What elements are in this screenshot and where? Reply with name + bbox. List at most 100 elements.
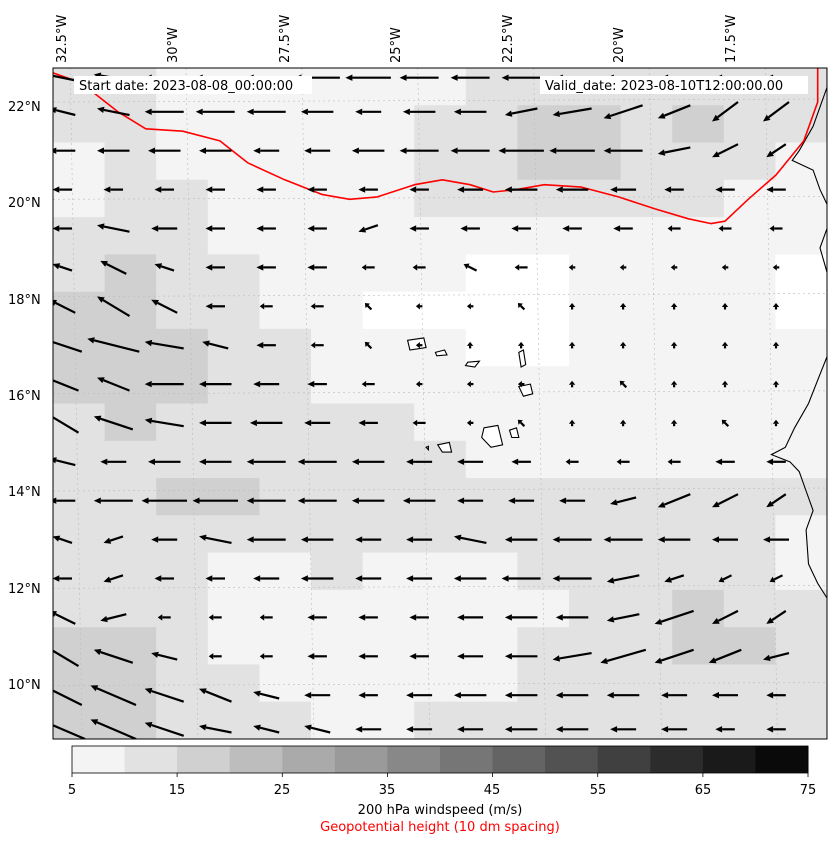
colorbar-swatch xyxy=(177,746,231,773)
windspeed-cell xyxy=(362,68,415,106)
windspeed-cell xyxy=(156,291,209,330)
windspeed-cell xyxy=(672,105,725,144)
windspeed-cell xyxy=(672,366,725,405)
windspeed-cell xyxy=(156,552,209,591)
lon-label: 25°W xyxy=(389,27,404,63)
wind-arrow xyxy=(307,614,327,621)
windspeed-cell xyxy=(53,627,106,666)
wind-arrow xyxy=(453,108,487,115)
wind-arrow-head xyxy=(310,303,316,310)
windspeed-cell xyxy=(311,627,364,666)
wind-arrow-head xyxy=(457,497,465,504)
wind-arrow xyxy=(501,74,541,81)
geopotential-contour-line xyxy=(53,68,819,225)
wind-arrow-head xyxy=(355,726,363,733)
wind-arrow xyxy=(253,147,280,154)
wind-arrow xyxy=(253,380,280,388)
wind-arrow xyxy=(552,575,592,582)
wind-arrow xyxy=(351,147,385,154)
wind-arrow xyxy=(715,726,735,733)
windspeed-cell xyxy=(259,515,312,554)
wind-arrow xyxy=(195,108,235,115)
wind-arrow-head xyxy=(457,653,465,660)
wind-arrow-head xyxy=(141,497,149,504)
windspeed-cell xyxy=(723,701,776,739)
wind-arrow-head xyxy=(664,186,672,193)
wind-arrow xyxy=(511,458,531,465)
wind-arrow xyxy=(715,186,735,193)
wind-arrow-head xyxy=(297,497,305,504)
windspeed-cell xyxy=(104,142,157,181)
wind-arrow-shaft xyxy=(606,648,647,662)
wind-arrow xyxy=(559,497,586,504)
wind-arrow-head xyxy=(304,147,312,154)
wind-arrow xyxy=(358,614,378,621)
wind-arrow-shaft xyxy=(151,342,184,350)
wind-arrow-shaft xyxy=(511,107,538,115)
wind-arrow-head xyxy=(610,186,618,193)
colorbar-tick-label: 55 xyxy=(590,783,607,798)
windspeed-cell xyxy=(104,440,157,479)
wind-arrow-shaft xyxy=(55,459,76,467)
wind-arrow-shaft xyxy=(664,146,691,154)
wind-arrow xyxy=(657,493,691,508)
wind-arrow-head xyxy=(504,653,512,660)
wind-arrow-head xyxy=(606,692,614,699)
wind-arrow xyxy=(772,264,780,271)
wind-arrow-head xyxy=(199,534,207,541)
wind-arrow-head xyxy=(657,536,665,543)
wind-arrow xyxy=(406,536,433,543)
wind-arrow xyxy=(412,264,426,271)
wind-arrow-head xyxy=(766,726,774,733)
wind-arrow-shaft xyxy=(467,265,478,272)
windspeed-cell xyxy=(465,627,518,666)
wind-arrow-head xyxy=(555,614,563,621)
wind-arrow xyxy=(157,614,171,621)
wind-arrow xyxy=(144,722,185,737)
windspeed-cell xyxy=(207,515,260,554)
wind-arrow xyxy=(670,419,678,427)
wind-arrow-head xyxy=(769,225,775,232)
wind-arrow-head xyxy=(501,74,509,81)
wind-arrow xyxy=(606,574,640,584)
wind-arrow-head xyxy=(103,186,111,193)
wind-arrow-shaft xyxy=(157,653,178,661)
windspeed-cell xyxy=(620,478,673,516)
wind-arrow-head xyxy=(712,617,720,624)
wind-arrow-head xyxy=(670,380,678,385)
wind-arrow-head xyxy=(307,225,315,232)
wind-arrow xyxy=(667,458,681,465)
wind-arrow-head xyxy=(358,186,366,193)
windspeed-cell xyxy=(569,478,622,516)
wind-arrow-head xyxy=(253,724,261,731)
windspeed-cell xyxy=(414,701,467,739)
wind-arrow-head xyxy=(199,688,207,695)
wind-arrow xyxy=(53,340,83,353)
island-outline xyxy=(481,424,504,448)
wind-arrow xyxy=(304,692,331,699)
wind-arrow xyxy=(769,574,783,583)
wind-arrow xyxy=(53,147,76,154)
wind-arrow-head xyxy=(351,458,359,465)
wind-arrow xyxy=(766,726,786,733)
wind-arrow-head xyxy=(409,614,417,621)
wind-arrow-shaft xyxy=(670,574,685,581)
windspeed-cell xyxy=(311,217,364,255)
wind-arrow xyxy=(763,652,790,661)
wind-arrow xyxy=(657,104,691,119)
windspeed-cell xyxy=(723,664,776,703)
windspeed-cell xyxy=(569,254,622,293)
wind-arrow xyxy=(721,419,730,427)
windspeed-cell xyxy=(53,217,106,255)
colorbar-tick-label: 25 xyxy=(274,783,291,798)
island-outline xyxy=(434,349,448,357)
lon-label: 32.5°W xyxy=(55,15,70,63)
colorbar-ticks: 5 15 25 35 45 55 65 75 xyxy=(68,773,816,798)
wind-arrow-head xyxy=(246,458,254,465)
windspeed-cell xyxy=(672,142,725,181)
windspeed-cell xyxy=(775,142,827,181)
wind-arrow-head xyxy=(712,692,719,699)
windspeed-cell xyxy=(620,440,673,479)
wind-arrow xyxy=(450,74,490,81)
windspeed-cell xyxy=(723,366,776,405)
